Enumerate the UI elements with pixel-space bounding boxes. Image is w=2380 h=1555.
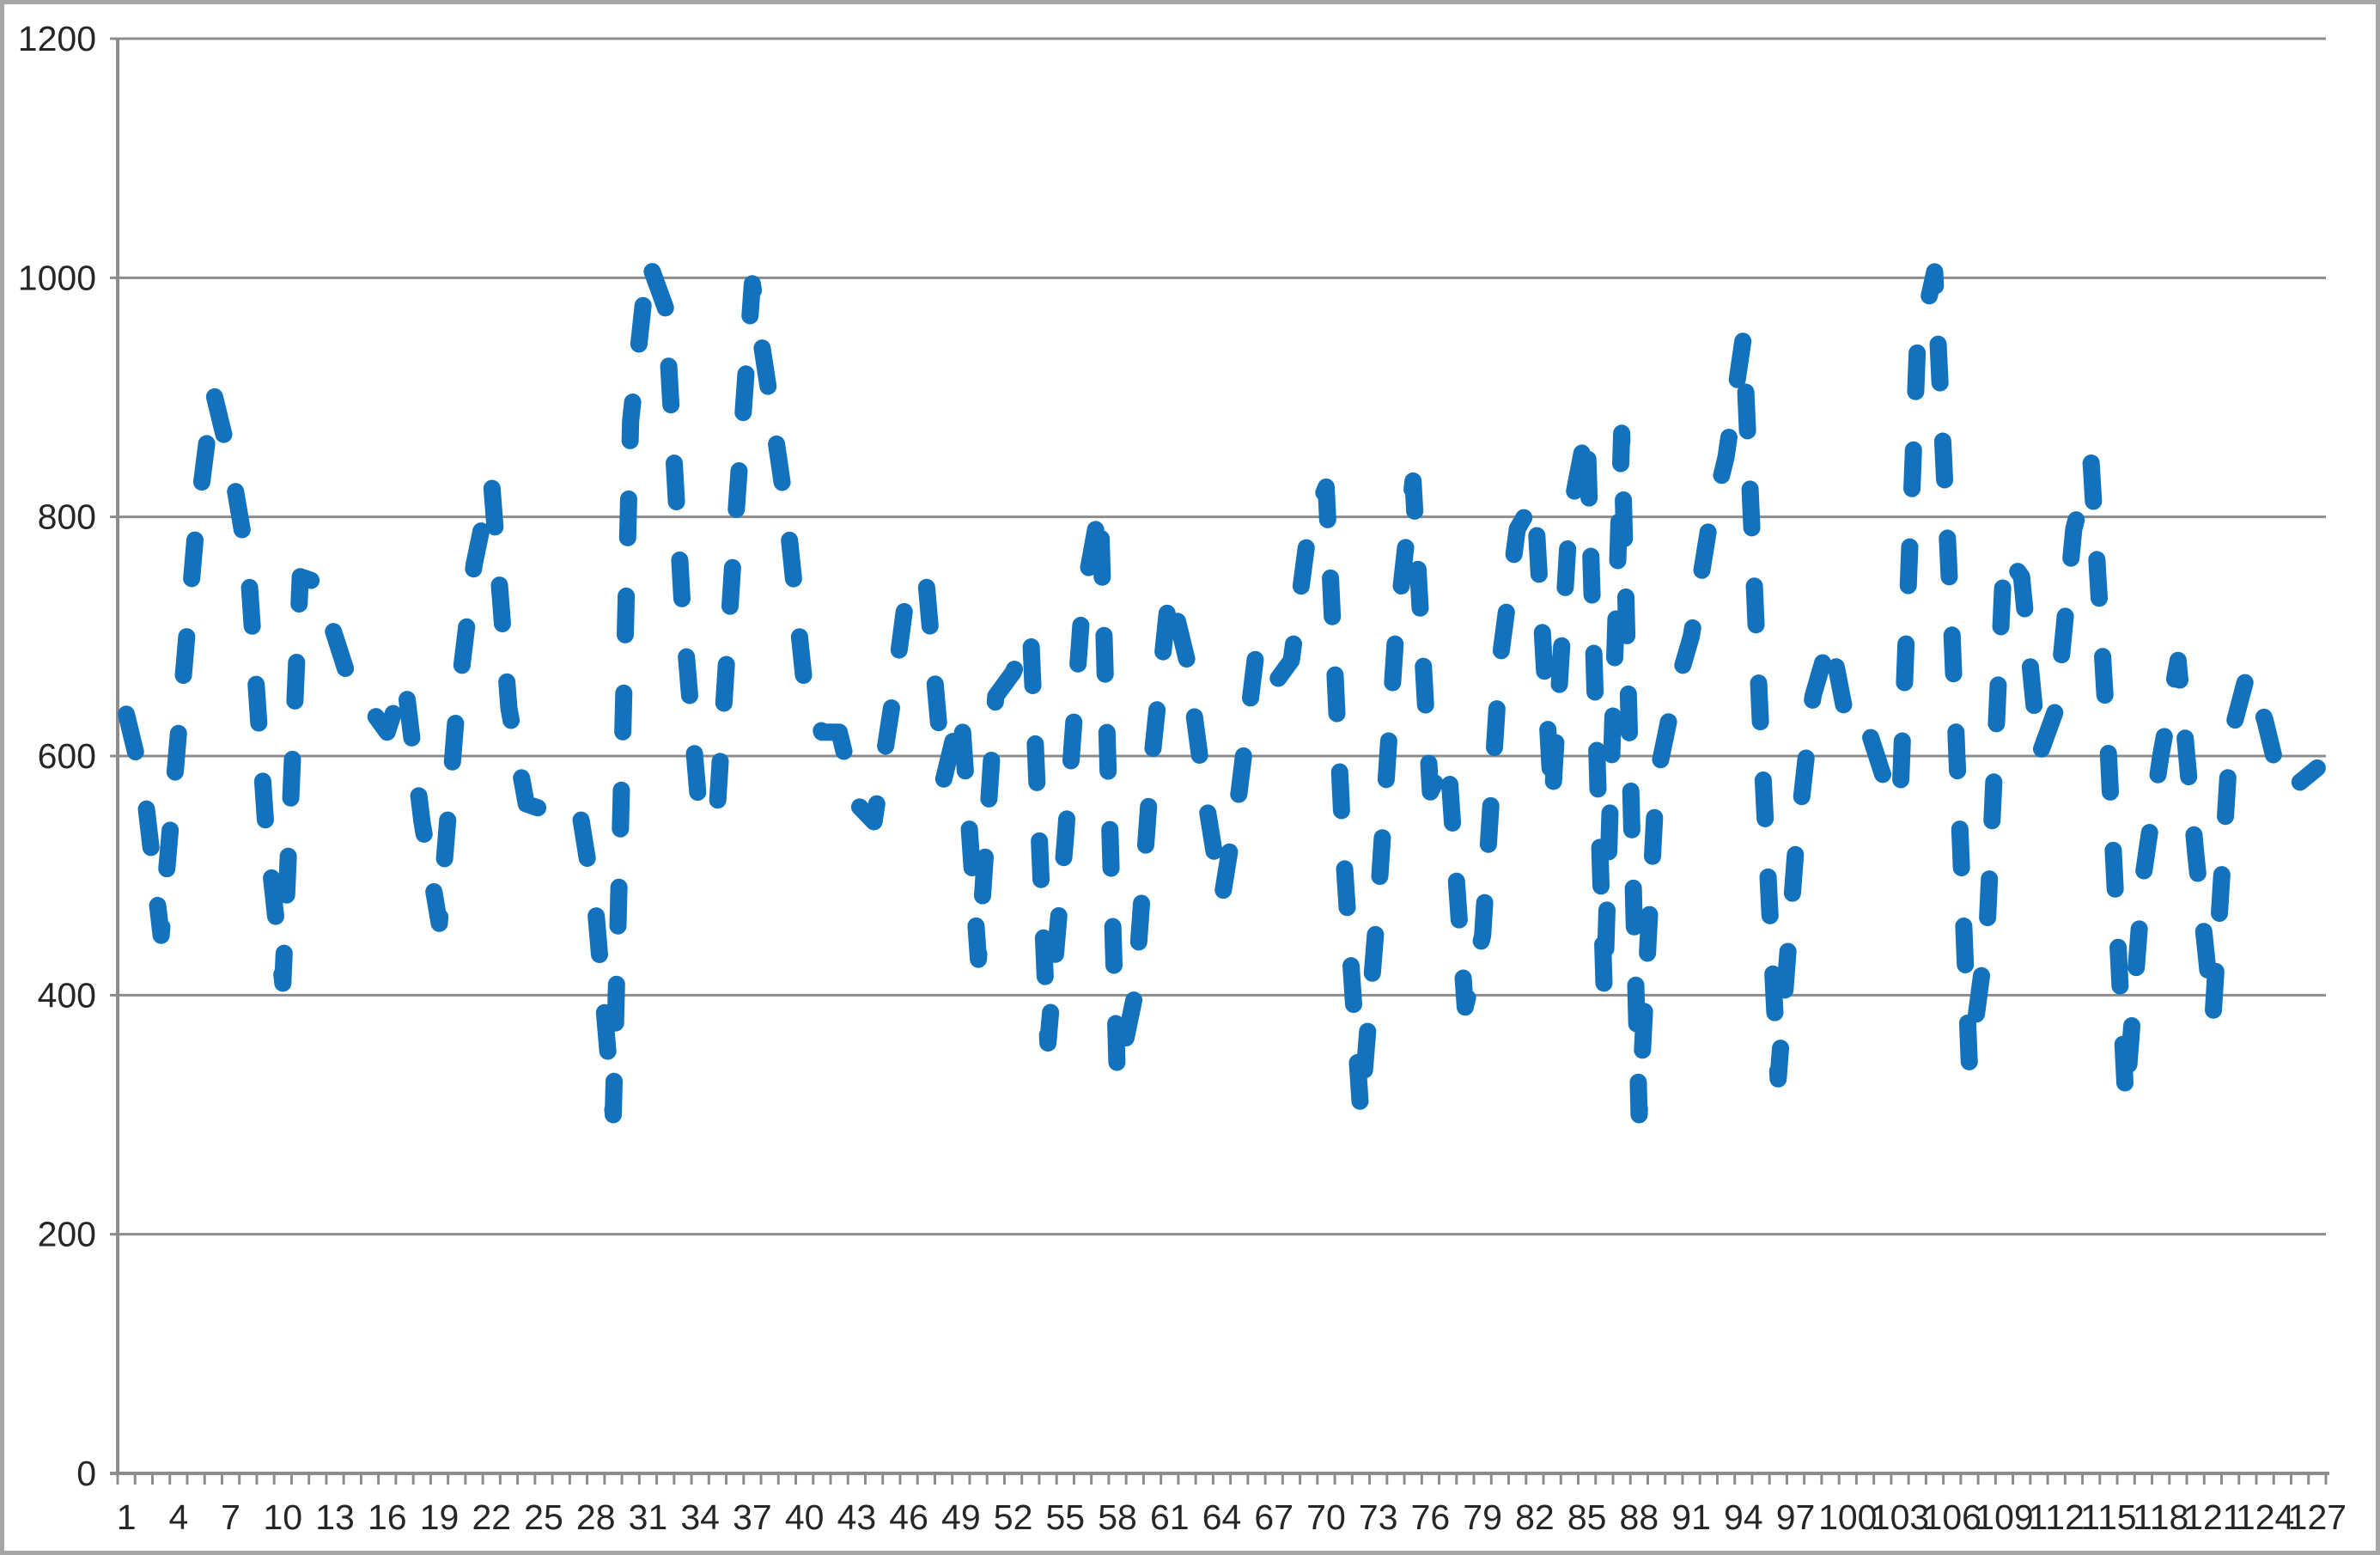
y-tick-label-600: 600 [38,736,96,776]
x-tick-label-88: 88 [1620,1497,1659,1537]
x-axis-ticks [116,1473,2328,1485]
x-tick-label-121: 121 [2183,1497,2242,1537]
x-tick-label-106: 106 [1923,1497,1981,1537]
x-tick-label-40: 40 [785,1497,825,1537]
y-gridlines [110,37,2326,1475]
y-tick-label-1000: 1000 [18,258,96,297]
x-tick-label-13: 13 [315,1497,355,1537]
y-tick-label-400: 400 [38,975,96,1015]
x-tick-label-46: 46 [889,1497,928,1537]
x-tick-label-10: 10 [264,1497,303,1537]
x-tick-label-34: 34 [680,1497,720,1537]
x-tick-label-55: 55 [1045,1497,1085,1537]
y-tick-label-200: 200 [38,1215,96,1254]
x-axis-labels: 1 4 7 10 13 16 19 22 25 28 31 34 37 40 43 46 49 52 55 58 61 6… [117,1497,2347,1537]
x-tick-label-22: 22 [472,1497,511,1537]
x-tick-label-118: 118 [2133,1497,2188,1537]
x-tick-label-31: 31 [629,1497,668,1537]
x-tick-label-76: 76 [1411,1497,1451,1537]
x-tick-label-1: 1 [117,1497,137,1537]
x-tick-label-85: 85 [1567,1497,1607,1537]
x-tick-label-19: 19 [420,1497,460,1537]
x-tick-label-79: 79 [1463,1497,1502,1537]
y-tick-label-800: 800 [38,497,96,537]
x-tick-label-28: 28 [576,1497,616,1537]
y-axis-labels: 0 200 400 600 800 1000 1200 [18,19,96,1493]
x-tick-label-70: 70 [1306,1497,1346,1537]
x-tick-label-91: 91 [1671,1497,1711,1537]
x-tick-label-49: 49 [941,1497,981,1537]
x-tick-label-82: 82 [1515,1497,1555,1537]
x-tick-label-64: 64 [1202,1497,1242,1537]
x-tick-label-67: 67 [1254,1497,1293,1537]
x-tick-label-109: 109 [1975,1497,2033,1537]
x-tick-label-103: 103 [1871,1497,1929,1537]
x-tick-label-127: 127 [2288,1497,2347,1537]
series-line [118,251,2326,1124]
y-tick-label-1200: 1200 [18,19,96,58]
x-tick-label-16: 16 [368,1497,407,1537]
x-tick-label-124: 124 [2236,1497,2294,1537]
x-tick-label-61: 61 [1150,1497,1190,1537]
x-tick-label-43: 43 [837,1497,877,1537]
x-tick-label-100: 100 [1818,1497,1877,1537]
x-tick-label-52: 52 [994,1497,1033,1537]
y-tick-label-0: 0 [76,1454,96,1493]
x-tick-label-112: 112 [2029,1497,2085,1537]
x-tick-label-4: 4 [168,1497,188,1537]
x-tick-label-7: 7 [221,1497,240,1537]
x-tick-label-37: 37 [733,1497,772,1537]
x-tick-label-115: 115 [2080,1497,2136,1537]
x-tick-label-94: 94 [1724,1497,1763,1537]
x-tick-label-73: 73 [1359,1497,1398,1537]
x-tick-label-97: 97 [1776,1497,1816,1537]
x-tick-label-58: 58 [1098,1497,1137,1537]
x-tick-label-25: 25 [524,1497,563,1537]
